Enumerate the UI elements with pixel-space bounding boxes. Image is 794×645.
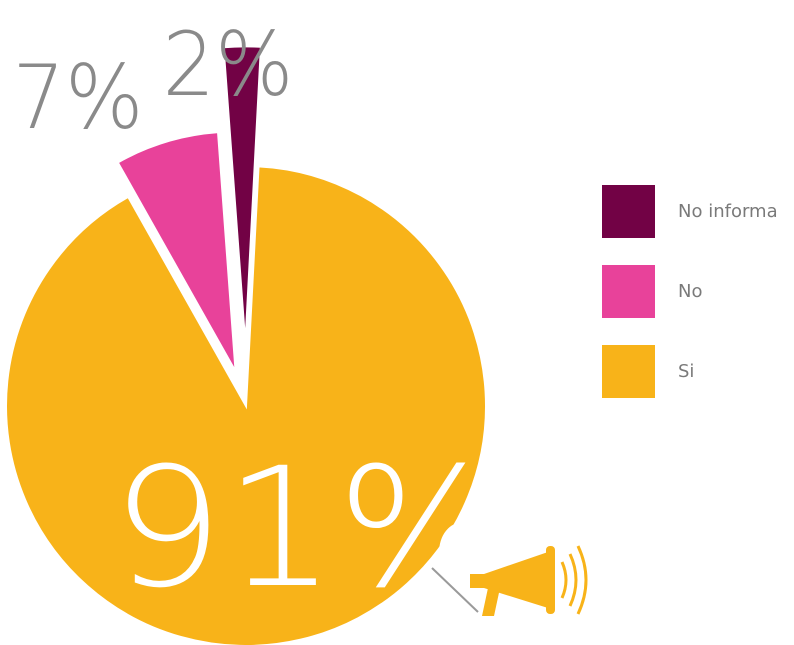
legend: No informa No Si (602, 185, 778, 425)
slice-label-no-informa: 2% (163, 13, 294, 116)
legend-item-si: Si (602, 345, 778, 398)
pie-labels: 91% 7% 2% (13, 13, 505, 624)
pie-slice-si (5, 165, 487, 645)
legend-swatch (602, 345, 655, 398)
legend-label: No (678, 281, 703, 302)
legend-swatch (602, 185, 655, 238)
slice-label-si: 91% (111, 432, 505, 624)
pie-slice-no-informa (222, 45, 262, 345)
legend-label: Si (678, 361, 695, 382)
legend-item-no: No (602, 265, 778, 318)
legend-item-no-informa: No informa (602, 185, 778, 238)
connector-line (431, 567, 479, 613)
megaphone-icon (470, 545, 588, 616)
slice-label-no: 7% (13, 46, 144, 149)
pie-slice-no (116, 131, 237, 373)
pie-slices (5, 45, 487, 645)
legend-swatch (602, 265, 655, 318)
legend-label: No informa (678, 201, 778, 222)
